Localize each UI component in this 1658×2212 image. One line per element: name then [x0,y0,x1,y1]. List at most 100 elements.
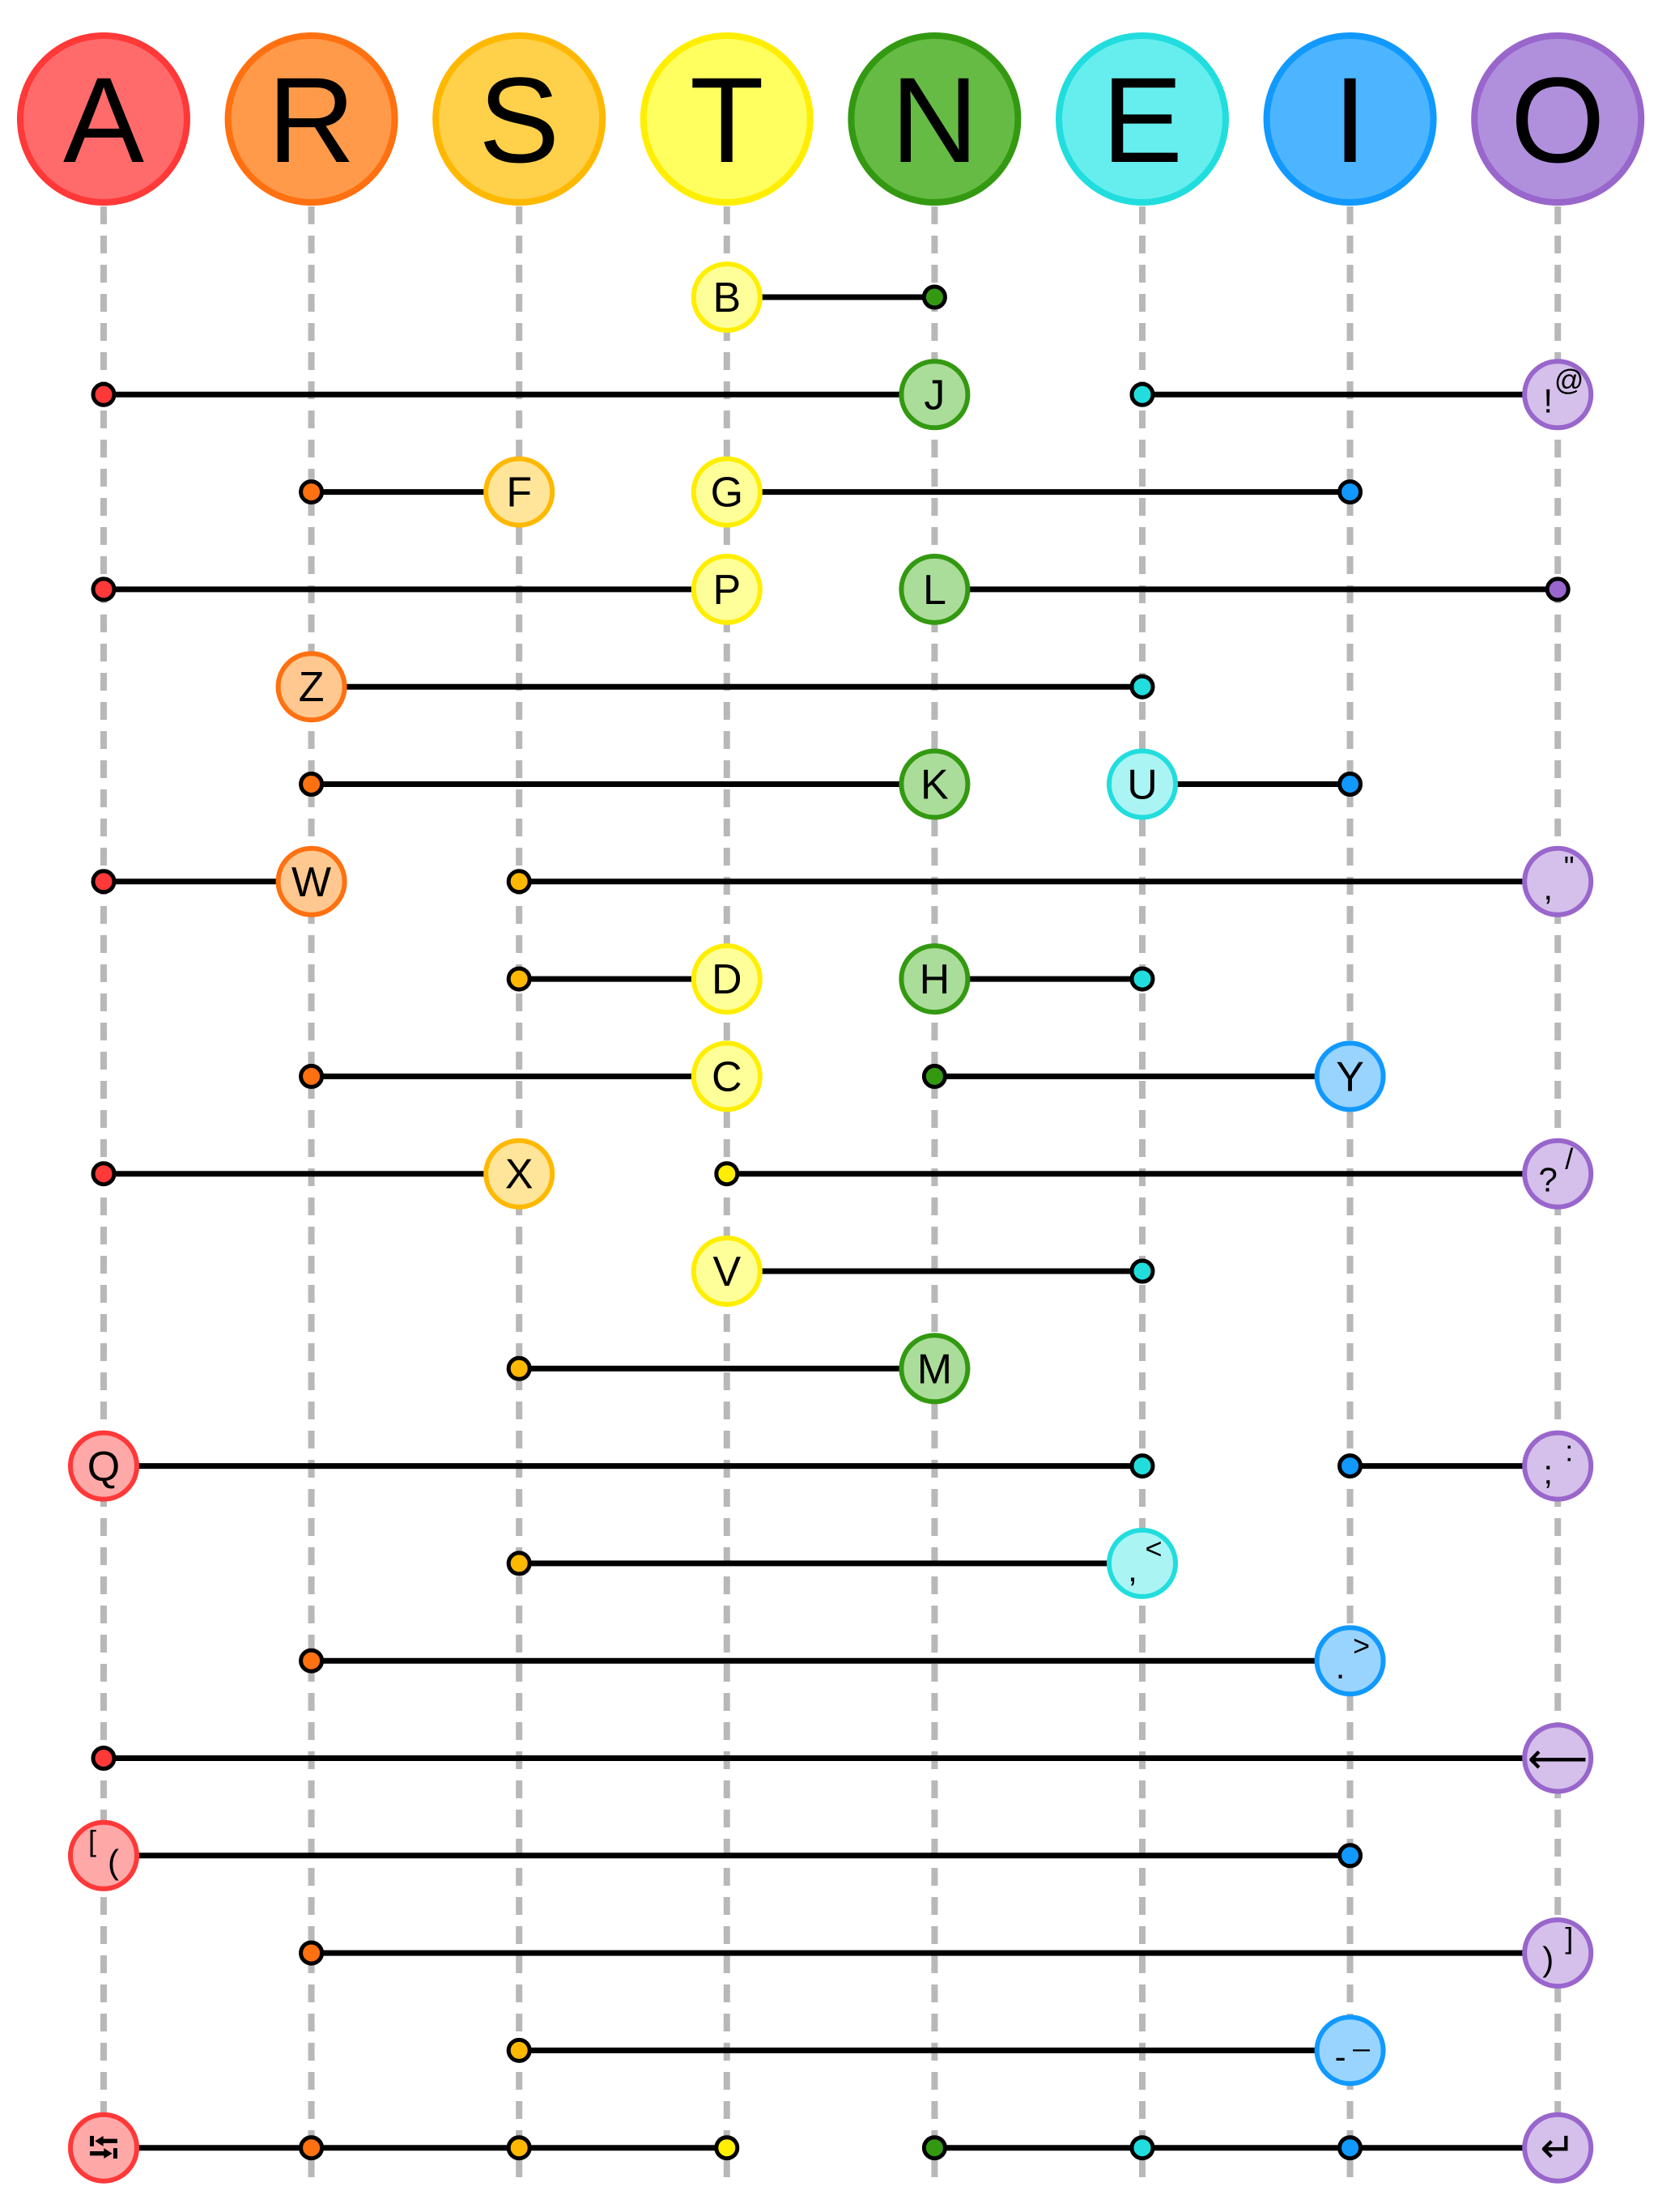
chord-node [691,943,763,1015]
chord-node [1522,2112,1594,2184]
key-dot [714,1161,740,1187]
key-dot [1129,966,1155,992]
chord-node-label: V [712,1249,741,1295]
chord-node [68,2112,139,2184]
chord-node-sublabel: ] [1565,1921,1573,1955]
chord-node [691,1040,763,1112]
chord-node-label: ? [1539,1161,1558,1199]
chord-node-label: W [291,859,331,906]
key-dot [91,1746,117,1771]
chord-node [483,456,555,528]
chord-node [691,553,763,625]
key-dot [1129,674,1155,700]
chord-node-label: U [1127,762,1158,809]
key-dot [1337,1453,1363,1479]
chord-node [691,262,763,333]
key-dot [91,869,117,895]
chord-node-label: , [1128,1551,1137,1589]
column-header-letter: E [1102,52,1183,188]
column-header-letter: N [891,52,978,188]
chord-node-sublabel: @ [1554,363,1584,396]
chord-node-label: M [917,1346,952,1393]
key-dot [506,869,532,895]
key-dot [1129,1453,1155,1479]
column-header-circle-r [224,32,398,206]
chord-node-sublabel: / [1565,1142,1573,1176]
chord-node-label: Q [87,1444,120,1491]
chord-node-sublabel: < [1145,1532,1162,1565]
chord-node-label: L [923,567,946,614]
column-header-circle-n [848,32,1022,206]
chord-node-label: X [505,1151,534,1198]
chord-node-label: F [506,470,532,517]
chord-node [68,1819,139,1891]
chord-node [1314,2014,1386,2087]
chord-node [1314,1040,1386,1112]
key-dot [921,284,947,310]
chord-node-label: ; [1543,1453,1553,1491]
chord-node [1522,1138,1594,1210]
key-dot [921,2135,947,2161]
column-guides [100,206,1562,2186]
chord-node-label: B [712,274,741,321]
column-header-circle-a [17,32,190,206]
key-dot [299,1648,325,1674]
chord-node [899,1333,971,1405]
chord-node-label: Y [1336,1053,1364,1100]
key-dot [1337,479,1363,505]
key-dot [506,1551,532,1576]
key-dot [91,576,117,602]
chord-node [899,748,971,820]
key-dot [299,1940,325,1966]
column-header-circle-t [640,32,814,206]
column-header-circle-i [1263,32,1437,206]
key-dot [91,381,117,407]
chord-node-label: C [712,1053,742,1100]
chord-node-label: Z [299,664,325,711]
chord-node-label: P [712,567,741,614]
column-header-circle-e [1056,32,1229,206]
column-header-letter: A [63,52,144,188]
key-dot [1337,772,1363,797]
chord-node-label: ( [108,1843,119,1881]
chord-node-sublabel: [ [88,1824,96,1857]
chord-node [899,943,971,1015]
chord-node-label: J [924,372,945,419]
key-dot [299,2135,325,2161]
chord-node-label: - [1335,2037,1346,2075]
chord-node [1522,845,1594,917]
chord-node [483,1138,555,1210]
chord-node [275,651,347,723]
chord-node-sublabel: > [1353,1629,1370,1662]
chord-node [691,456,763,528]
key-dot [299,1063,325,1089]
chord-node-sublabel: : [1565,1435,1573,1468]
chord-node [1107,1527,1178,1599]
chord-node-sublabel: " [1564,850,1575,883]
chord-node-label: H [920,956,950,1003]
key-dot [1129,381,1155,407]
key-dot [506,2037,532,2063]
chord-node [275,845,347,917]
key-dot [1129,1258,1155,1284]
chord-node [1522,359,1594,431]
key-dot [1129,2135,1155,2161]
chord-node-label: , [1543,869,1553,907]
key-dot [714,2135,740,2161]
chord-node [1522,1722,1594,1794]
column-header-letter: O [1511,52,1605,188]
key-dot [506,966,532,992]
key-dot [1545,576,1571,602]
key-dot [299,479,325,505]
column-header-letter: R [267,52,355,188]
key-dot [506,2135,532,2161]
column-header-circle-s [432,32,606,206]
key-dot [506,1355,532,1381]
chord-node-label: ) [1542,1940,1554,1978]
chord-node-label: ⟵ [1528,1736,1588,1783]
key-dot [91,1161,117,1187]
chord-nodes: BJ !@F GP LZK UW ,"D HC YX ?/VMQ ;:,<.>⟵([)]-_⭾ ↵ [68,262,1594,2184]
column-header-letter: T [690,52,764,188]
